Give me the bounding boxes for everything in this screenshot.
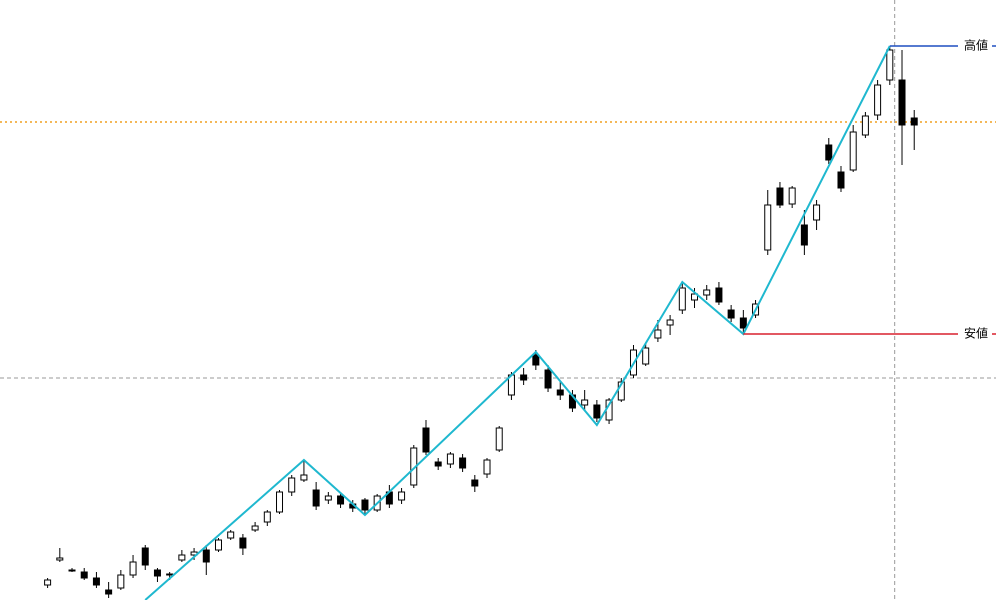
candle-body bbox=[68, 569, 76, 572]
candle-body bbox=[678, 287, 686, 311]
candle-body bbox=[581, 399, 589, 406]
candle-body bbox=[898, 79, 906, 126]
candle-body bbox=[105, 589, 113, 595]
candle-body bbox=[422, 427, 430, 453]
candle-body bbox=[654, 329, 662, 339]
candle-body bbox=[666, 319, 674, 326]
candle-body bbox=[800, 224, 808, 246]
candle-body bbox=[593, 404, 601, 419]
candle-body bbox=[727, 309, 735, 319]
candle-body bbox=[642, 347, 650, 365]
candle-body bbox=[837, 171, 845, 189]
candle-body bbox=[251, 525, 259, 531]
candle-body bbox=[214, 539, 222, 551]
candle-body bbox=[483, 459, 491, 475]
candle-body bbox=[434, 461, 442, 467]
candle-body bbox=[788, 187, 796, 205]
candle-body bbox=[520, 374, 528, 381]
candle-body bbox=[141, 547, 149, 566]
candle-body bbox=[446, 453, 454, 465]
candle-body bbox=[776, 187, 784, 206]
candle-body bbox=[532, 354, 540, 366]
candle-body bbox=[337, 495, 345, 505]
candle-body bbox=[471, 479, 479, 487]
level-label: 高値 bbox=[964, 38, 988, 53]
candle-body bbox=[739, 317, 747, 329]
candle-body bbox=[153, 569, 161, 577]
candle-body bbox=[288, 477, 296, 493]
candle-body bbox=[129, 561, 137, 576]
candle-body bbox=[764, 204, 772, 251]
candle-body bbox=[691, 293, 699, 301]
candle-body bbox=[300, 474, 308, 481]
candle-body bbox=[398, 491, 406, 501]
candle-body bbox=[361, 499, 369, 511]
candle-body bbox=[263, 511, 271, 523]
candle-body bbox=[495, 427, 503, 451]
candle-body bbox=[825, 144, 833, 161]
candle-body bbox=[178, 554, 186, 561]
candle-body bbox=[239, 537, 247, 549]
candle-body bbox=[44, 579, 52, 586]
candle-body bbox=[910, 117, 918, 126]
candle-body bbox=[276, 491, 284, 513]
candle-body bbox=[874, 84, 882, 116]
candle-body bbox=[715, 287, 723, 303]
candle-body bbox=[813, 204, 821, 221]
candle-body bbox=[556, 389, 564, 396]
candle-body bbox=[312, 489, 320, 507]
candle-body bbox=[117, 574, 125, 589]
candle-body bbox=[166, 573, 174, 576]
candle-body bbox=[886, 49, 894, 81]
candle-body bbox=[861, 115, 869, 136]
candle-body bbox=[202, 549, 210, 563]
candle-body bbox=[92, 577, 100, 586]
candle-body bbox=[544, 369, 552, 389]
candle-body bbox=[56, 557, 64, 561]
candle-body bbox=[703, 289, 711, 296]
candle-body bbox=[227, 531, 235, 539]
level-label: 安値 bbox=[964, 326, 988, 341]
candle-body bbox=[324, 495, 332, 501]
candle-body bbox=[80, 571, 88, 579]
candle-body bbox=[459, 457, 467, 469]
zigzag-line bbox=[144, 45, 891, 600]
candle-body bbox=[849, 131, 857, 171]
